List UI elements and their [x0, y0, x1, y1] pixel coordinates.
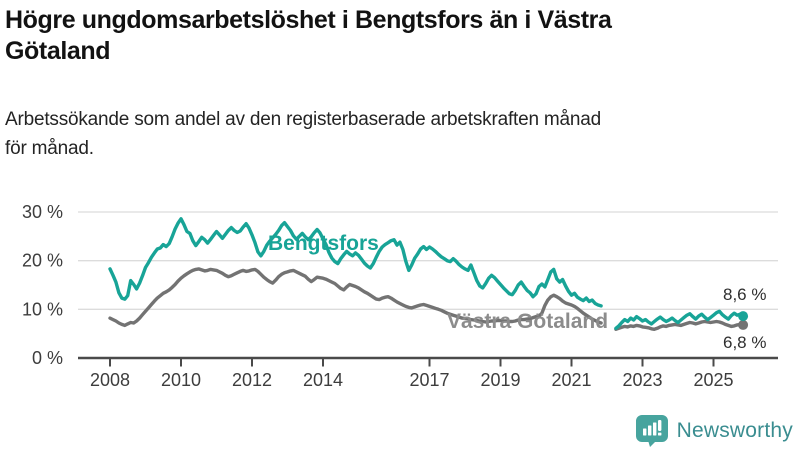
chart-svg: 0 % 10 % 20 % 30 % 2008 2010 2012 2014 2017 2019…: [22, 202, 778, 390]
y-tick-label-30: 30 %: [22, 202, 63, 222]
newsworthy-wordmark: Newsworthy: [676, 418, 793, 442]
x-axis: 2008 2010 2012 2014 2017 2019 2021 2023 2025: [78, 356, 778, 390]
unemployment-line-chart: 0 % 10 % 20 % 30 % 2008 2010 2012 2014 2017 2019…: [0, 190, 800, 402]
page-subtitle: Arbetssökande som andel av den registerb…: [5, 105, 797, 163]
y-tick-label-0: 0 %: [32, 348, 63, 368]
x-tick-label-2008: 2008: [90, 370, 130, 390]
end-value-label-vastra-gotaland: 6,8 %: [723, 333, 766, 352]
page-subtitle-line1: Arbetssökande som andel av den registerb…: [5, 109, 602, 130]
series-lines: [108, 217, 745, 331]
x-tick-label-2017: 2017: [409, 370, 449, 390]
y-tick-label-20: 20 %: [22, 251, 63, 271]
newsworthy-logo[interactable]: Newsworthy: [635, 414, 793, 447]
line-v-stra-g-taland: [108, 267, 745, 331]
x-tick-label-2025: 2025: [693, 370, 733, 390]
x-tick-label-2019: 2019: [480, 370, 520, 390]
page-title: Högre ungdomsarbetslöshet i Bengtsfors ä…: [5, 5, 793, 67]
page-title-line2: Götaland: [5, 37, 111, 65]
x-tick-label-2023: 2023: [622, 370, 662, 390]
end-dot-v-stra-g-taland: [738, 319, 749, 330]
x-tick-label-2014: 2014: [303, 370, 343, 390]
series-label-bengtsfors: Bengtsfors: [268, 232, 379, 255]
series-label-vastra-gotaland: Västra Götaland: [447, 310, 608, 333]
end-point-dots: [738, 311, 749, 330]
x-tick-label-2010: 2010: [161, 370, 201, 390]
end-value-label-bengtsfors: 8,6 %: [723, 285, 766, 304]
line-bengtsfors: [108, 217, 745, 330]
newsworthy-icon: [635, 415, 668, 447]
page-subtitle-line2: för månad.: [5, 138, 94, 159]
end-dot-bengtsfors: [738, 311, 749, 322]
page-title-line1: Högre ungdomsarbetslöshet i Bengtsfors ä…: [5, 6, 612, 34]
gridlines: 0 % 10 % 20 % 30 %: [22, 202, 778, 368]
x-tick-label-2021: 2021: [551, 370, 591, 390]
y-tick-label-10: 10 %: [22, 299, 63, 319]
x-tick-label-2012: 2012: [232, 370, 272, 390]
